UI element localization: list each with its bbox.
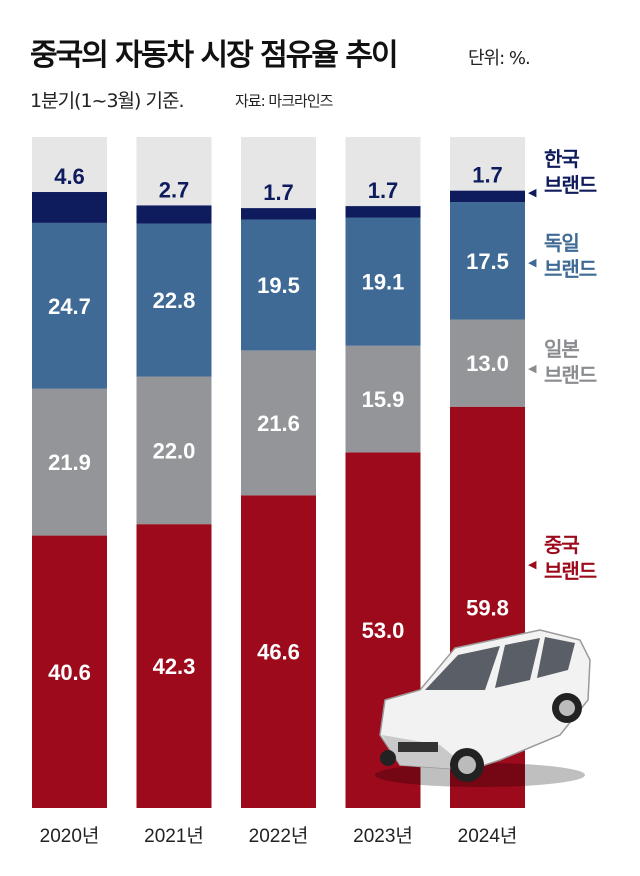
- bar-segment: [450, 202, 525, 320]
- arrow-left-icon: ◀: [528, 362, 537, 375]
- data-label: 22.0: [153, 438, 196, 463]
- legend-label: 일본: [544, 337, 580, 361]
- data-label: 15.9: [362, 387, 405, 412]
- data-label: 46.6: [257, 640, 300, 665]
- bar-segment: [32, 535, 107, 808]
- legend-label: 브랜드: [544, 173, 597, 197]
- legend-germany: 독일 ◀ 브랜드: [528, 230, 597, 282]
- bar-segment: [450, 319, 525, 407]
- bar-segment: [32, 388, 107, 536]
- bar-segment: [241, 208, 316, 220]
- x-tick-label: 2021년: [144, 825, 204, 847]
- legend-japan: 일본 ◀ 브랜드: [528, 336, 597, 388]
- bar-segment: [450, 190, 525, 203]
- unit-label: 단위: %.: [468, 48, 531, 69]
- data-label: 21.9: [48, 450, 91, 475]
- legend-label: 브랜드: [544, 257, 597, 281]
- data-label: 19.1: [362, 270, 405, 295]
- data-label: 19.5: [257, 273, 300, 298]
- bar-segment: [136, 524, 212, 808]
- data-label: 13.0: [466, 351, 509, 376]
- bar-segment: [136, 376, 212, 525]
- bar-segment: [241, 495, 316, 808]
- legend-label: 중국: [544, 533, 580, 557]
- bar-segment: [241, 350, 316, 496]
- data-label: 1.7: [263, 180, 294, 205]
- subtitle: 1분기(1~3월) 기준.: [30, 90, 184, 112]
- bar-segment: [32, 222, 107, 389]
- source-label: 자료: 마크라인즈: [235, 92, 333, 110]
- legend-korea: 한국 ◀ 브랜드: [528, 146, 597, 199]
- arrow-left-icon: ◀: [528, 558, 537, 571]
- bar-segment: [241, 219, 316, 351]
- legend-china: 중국 ◀ 브랜드: [528, 532, 597, 584]
- bar-segment: [32, 192, 107, 223]
- chart-title: 중국의 자동차 시장 점유율 추이: [30, 38, 399, 73]
- data-label: 2.7: [159, 177, 190, 202]
- legend-label: 한국: [544, 147, 580, 171]
- data-label: 21.6: [257, 411, 300, 436]
- data-label: 24.7: [48, 294, 91, 319]
- bar-segment: [136, 205, 212, 224]
- data-label: 22.8: [153, 288, 196, 313]
- data-label: 59.8: [466, 595, 509, 620]
- x-tick-label: 2024년: [458, 825, 518, 847]
- car-illustration: [375, 629, 591, 787]
- data-label: 1.7: [368, 178, 399, 203]
- data-label: 17.5: [466, 249, 509, 274]
- data-label: 1.7: [472, 163, 503, 188]
- x-tick-label: 2023년: [353, 825, 413, 847]
- data-label: 53.0: [362, 618, 405, 643]
- bar-segment: [345, 206, 421, 218]
- x-tick-label: 2020년: [40, 825, 100, 847]
- data-label: 40.6: [48, 660, 91, 685]
- legend-label: 브랜드: [544, 559, 597, 583]
- arrow-left-icon: ◀: [528, 186, 537, 199]
- arrow-left-icon: ◀: [528, 256, 537, 269]
- legend-label: 독일: [544, 231, 580, 255]
- data-label: 42.3: [153, 654, 196, 679]
- bar-segment: [345, 217, 421, 346]
- data-label: 4.6: [54, 164, 85, 189]
- legend-label: 브랜드: [544, 363, 597, 387]
- x-tick-label: 2022년: [249, 825, 309, 847]
- bar-segment: [345, 345, 421, 453]
- bar-segment: [136, 223, 212, 377]
